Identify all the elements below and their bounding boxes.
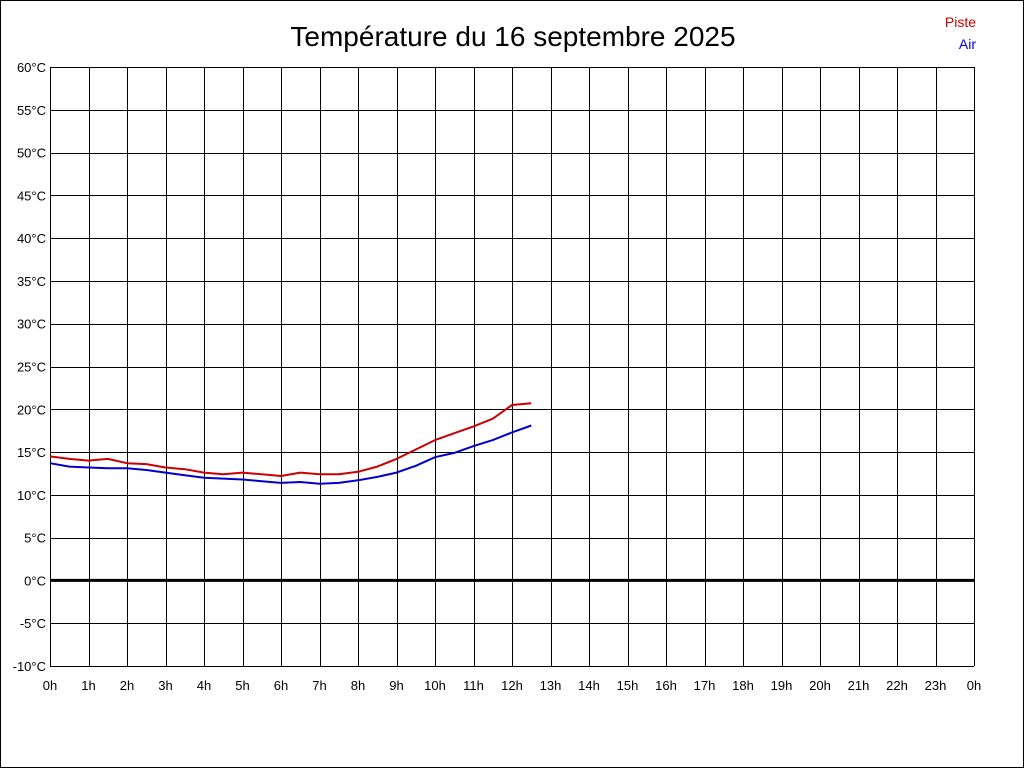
x-axis-ticks: 0h 1h 2h 3h 4h 5h 6h 7h 8h 9h 10h 11h 12h 13h 14h 15h 16… bbox=[43, 678, 981, 693]
y-tick-label: 5°C bbox=[24, 531, 46, 546]
x-tick-label: 11h bbox=[463, 678, 484, 693]
x-tick-label: 9h bbox=[389, 678, 403, 693]
y-tick-label: 10°C bbox=[17, 488, 46, 503]
y-tick-label: 45°C bbox=[17, 188, 46, 203]
legend: Piste Air bbox=[945, 14, 976, 52]
y-tick-label: 20°C bbox=[17, 402, 46, 417]
y-tick-label: -5°C bbox=[20, 616, 46, 631]
x-tick-label: 10h bbox=[424, 678, 446, 693]
x-tick-label: 17h bbox=[694, 678, 716, 693]
x-tick-label: 18h bbox=[732, 678, 754, 693]
y-axis-ticks: -10°C -5°C 0°C 5°C 10°C 15°C 20°C 25°C 30°C 35°C 4… bbox=[13, 60, 46, 674]
x-tick-label: 22h bbox=[886, 678, 908, 693]
x-tick-label: 7h bbox=[312, 678, 326, 693]
x-tick-label: 12h bbox=[501, 678, 523, 693]
x-tick-label: 23h bbox=[925, 678, 947, 693]
y-tick-label: 0°C bbox=[24, 573, 46, 588]
legend-entry-piste: Piste bbox=[945, 14, 976, 30]
x-tick-label: 8h bbox=[351, 678, 365, 693]
y-tick-label: 60°C bbox=[17, 60, 46, 75]
series-line-air bbox=[49, 424, 532, 485]
x-tick-label: 21h bbox=[848, 678, 870, 693]
x-tick-label: 6h bbox=[274, 678, 288, 693]
y-tick-label: 15°C bbox=[17, 445, 46, 460]
x-tick-label: 1h bbox=[81, 678, 95, 693]
series-group bbox=[49, 402, 532, 485]
y-tick-label: 30°C bbox=[17, 317, 46, 332]
x-tick-label: 5h bbox=[235, 678, 249, 693]
x-tick-label: 14h bbox=[578, 678, 600, 693]
x-tick-label: 13h bbox=[540, 678, 562, 693]
y-tick-label: 35°C bbox=[17, 274, 46, 289]
y-tick-label: 25°C bbox=[17, 360, 46, 375]
y-tick-label: -10°C bbox=[13, 659, 46, 674]
y-tick-label: 55°C bbox=[17, 103, 46, 118]
chart-title: Température du 16 septembre 2025 bbox=[290, 21, 735, 52]
x-tick-label: 16h bbox=[655, 678, 677, 693]
grid bbox=[50, 67, 975, 667]
x-tick-label: 4h bbox=[197, 678, 211, 693]
x-tick-label: 15h bbox=[617, 678, 639, 693]
x-tick-label: 2h bbox=[120, 678, 134, 693]
x-tick-label: 3h bbox=[158, 678, 172, 693]
series-line-piste bbox=[49, 402, 532, 477]
x-tick-label: 0h bbox=[967, 678, 981, 693]
x-tick-label: 0h bbox=[43, 678, 57, 693]
legend-entry-air: Air bbox=[959, 36, 976, 52]
y-tick-label: 50°C bbox=[17, 146, 46, 161]
x-tick-label: 19h bbox=[771, 678, 793, 693]
x-tick-label: 20h bbox=[809, 678, 831, 693]
y-tick-label: 40°C bbox=[17, 231, 46, 246]
